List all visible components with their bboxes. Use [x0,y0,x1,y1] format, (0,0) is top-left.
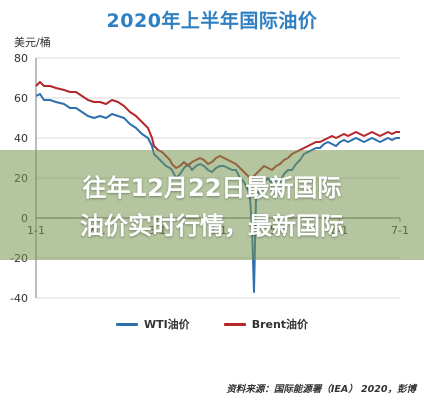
headline-line-1: 往年12月22日最新国际 [82,174,342,202]
legend-item-brent: Brent油价 [223,316,309,332]
y-axis-unit: 美元/桶 [14,36,51,49]
legend-label-wti: WTI油价 [143,318,190,331]
chart-title: 2020年上半年国际油价 [106,10,318,32]
legend-swatch-wti [115,322,138,326]
source-note: 资料来源：国际能源署（IEA） 2020，彭博 [226,384,416,395]
headline-line-2: 油价实时行情，最新国际 [80,212,344,240]
legend-swatch-brent [223,322,246,326]
y-tick-label-4: 40 [14,132,28,145]
headline-overlay-band [0,150,424,260]
legend: WTI油价 Brent油价 [0,316,424,332]
legend-item-wti: WTI油价 [115,316,190,332]
legend-label-brent: Brent油价 [251,318,309,331]
y-tick-label-5: 60 [14,92,28,105]
y-tick-label-0: -40 [10,292,28,305]
y-tick-label-6: 80 [14,52,28,65]
